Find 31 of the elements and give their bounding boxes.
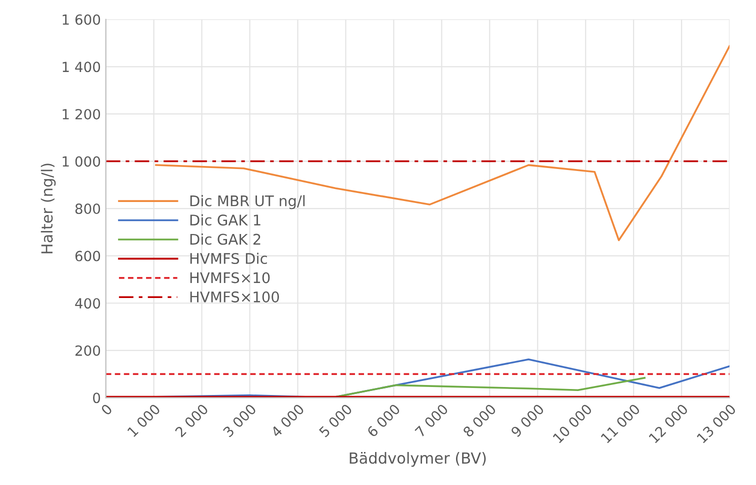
x-tick-label: 1 000 [126,403,161,438]
y-tick-label: 400 [75,298,100,309]
y-tick-label: 1 600 [62,14,100,25]
x-tick-label: 13 000 [696,403,736,444]
x-tick-label: 12 000 [648,403,689,444]
legend-label: Dic MBR UT ng/l [190,195,305,210]
legend-label: Dic GAK 2 [190,233,260,245]
legend-label: Dic GAK 1 [190,214,260,226]
x-tick-label: 9 000 [510,403,545,438]
y-axis-title: Halter (ng/l) [40,164,56,254]
legend-label: HVMFS Dic [190,252,267,264]
y-tick-label: 1 200 [62,108,100,120]
y-tick-label: 0 [93,392,100,404]
legend-label: HVMFS×100 [190,291,279,302]
x-tick-label: 6 000 [366,403,401,438]
y-tick-label: 200 [75,345,100,356]
x-tick-label: 2 000 [174,403,209,438]
y-tick-label: 1 000 [62,156,100,167]
x-axis-title: Bäddvolymer (BV) [350,452,486,467]
x-tick-label: 11 000 [600,403,641,444]
x-tick-label: 3 000 [222,403,257,438]
x-tick-label: 10 000 [552,403,593,444]
x-tick-label: 5 000 [318,403,353,438]
y-tick-label: 800 [75,204,100,214]
y-tick-label: 1 400 [62,62,100,72]
x-tick-label: 4 000 [270,403,305,438]
x-tick-label: 7 000 [414,403,449,438]
legend-label: HVMFS×10 [190,272,270,284]
y-tick-label: 600 [75,250,100,262]
x-tick-label: 8 000 [462,403,497,438]
x-tick-label: 0 [100,403,113,416]
